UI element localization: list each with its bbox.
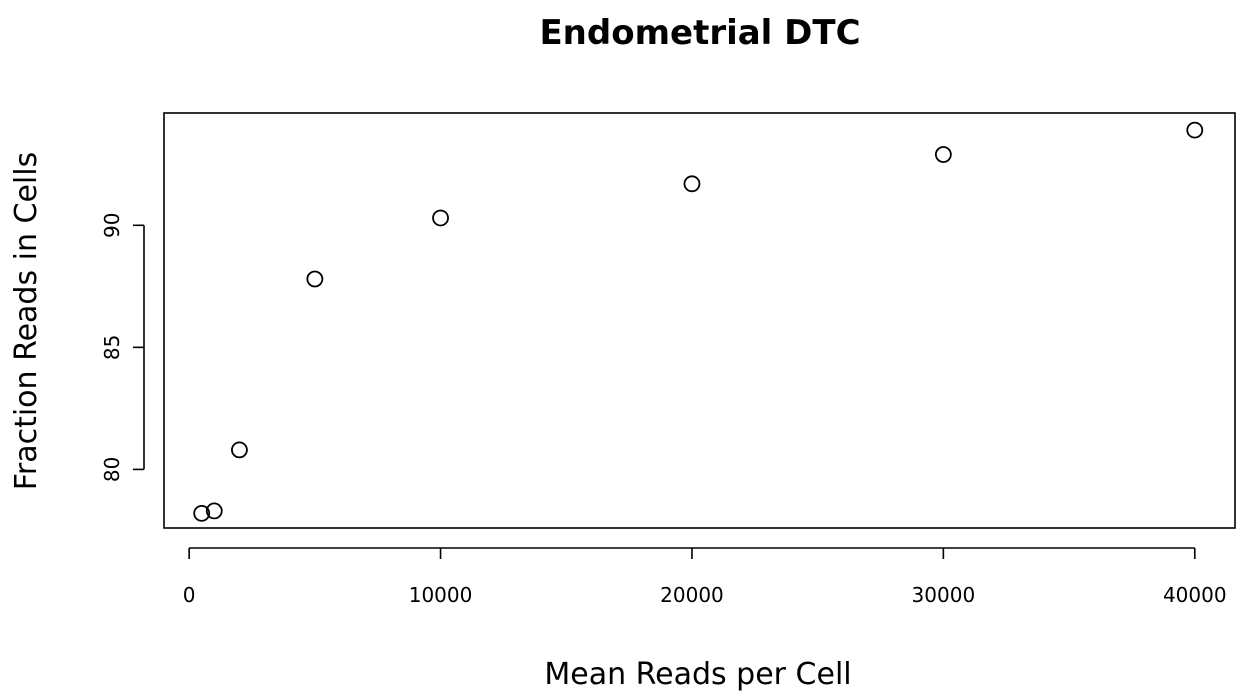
x-tick-label: 10000 [409,583,473,607]
x-tick-label: 20000 [660,583,724,607]
y-tick-label: 80 [100,457,124,482]
data-point [432,209,449,227]
y-axis-label: Fraction Reads in Cells [9,152,44,490]
x-tick-label: 40000 [1163,583,1227,607]
data-point [193,504,211,522]
y-axis: 80 85 90 [100,213,145,482]
data-point [1186,121,1204,139]
data-point [231,441,248,459]
x-tick-label: 30000 [912,583,976,607]
data-points [193,121,1204,522]
x-tick-label: 0 [183,583,196,607]
data-point [306,270,324,288]
data-point [934,146,952,163]
plot-area-frame [163,112,1236,529]
data-point [683,175,701,193]
x-axis-label: Mean Reads per Cell [544,657,851,692]
y-tick-label: 90 [100,213,124,238]
data-point [205,502,223,520]
chart-title: Endometrial DTC [539,13,860,53]
x-axis: 0 10000 20000 30000 40000 [183,547,1227,607]
y-tick-label: 85 [100,335,124,360]
